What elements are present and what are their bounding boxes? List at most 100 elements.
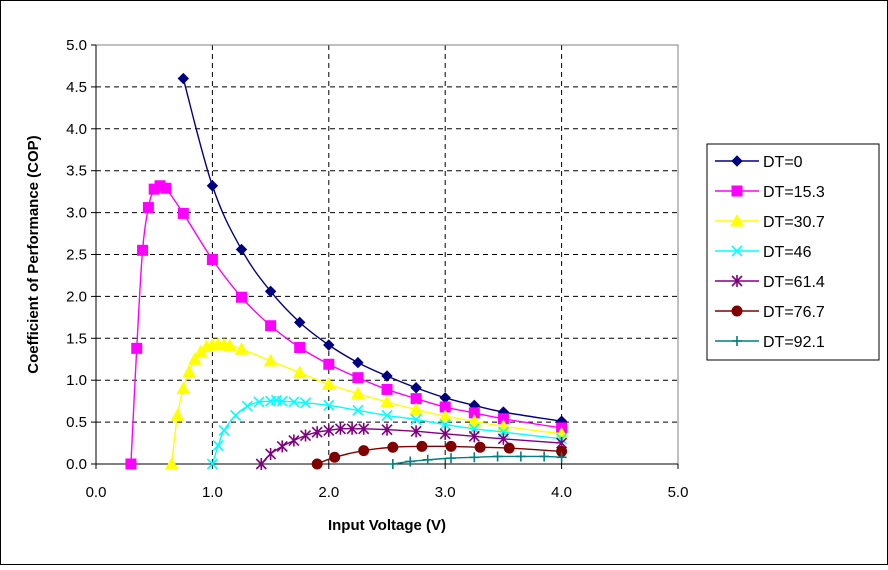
- legend-marker: [731, 305, 743, 317]
- data-point: [276, 440, 288, 453]
- legend-marker: [731, 245, 743, 257]
- data-point: [234, 342, 249, 355]
- data-point: [223, 338, 237, 352]
- data-point: [387, 441, 399, 453]
- data-point: [346, 422, 358, 435]
- data-point: [446, 453, 457, 464]
- x-axis-title: Input Voltage (V): [328, 517, 446, 534]
- data-point: [276, 395, 288, 407]
- series-4: [206, 394, 568, 470]
- data-point: [241, 400, 253, 412]
- data-point: [492, 451, 503, 462]
- y-tick-label: 2.5: [66, 247, 87, 264]
- legend-entry: DT=61.4: [715, 274, 825, 291]
- data-point: [263, 353, 278, 367]
- data-point: [358, 445, 370, 457]
- data-point: [131, 342, 143, 354]
- y-tick-label: 1.5: [66, 330, 87, 347]
- data-point: [380, 394, 394, 408]
- data-point: [410, 382, 422, 394]
- legend-marker: [731, 185, 743, 197]
- data-point: [405, 456, 416, 467]
- data-point: [381, 370, 393, 382]
- data-point: [358, 422, 370, 435]
- legend-label: DT=46: [763, 244, 812, 261]
- x-tick-label: 0.0: [86, 484, 107, 501]
- legend-label: DT=0: [763, 154, 803, 171]
- data-point: [329, 451, 341, 463]
- series-line: [260, 427, 562, 465]
- legend-marker: [731, 275, 743, 287]
- data-point: [294, 342, 306, 354]
- data-point: [235, 243, 248, 256]
- data-point: [160, 182, 172, 194]
- data-point: [381, 409, 393, 421]
- data-point: [125, 458, 137, 470]
- y-axis-title: Coefficient of Performance (COP): [25, 135, 42, 373]
- data-point: [381, 383, 393, 395]
- data-point: [182, 364, 196, 378]
- data-point: [321, 377, 336, 390]
- legend-label: DT=30.7: [763, 214, 825, 231]
- data-point: [142, 202, 154, 214]
- legend-label: DT=92.1: [763, 334, 825, 351]
- data-point: [503, 442, 515, 454]
- legend-entry: DT=92.1: [715, 334, 825, 351]
- y-tick-label: 1.0: [66, 372, 87, 389]
- legend-entry: DT=76.7: [715, 304, 825, 321]
- data-point: [469, 452, 480, 463]
- y-tick-label: 4.5: [66, 79, 87, 96]
- data-point: [352, 356, 364, 369]
- x-tick-label: 5.0: [668, 484, 689, 501]
- data-point: [439, 419, 451, 431]
- data-point: [467, 414, 482, 427]
- series-line: [130, 184, 562, 465]
- data-point: [264, 285, 277, 298]
- legend-marker: [731, 155, 743, 167]
- data-point: [292, 365, 307, 379]
- data-point: [299, 397, 312, 409]
- data-point: [253, 396, 265, 408]
- data-point: [188, 352, 202, 365]
- legend: DT=0 DT=15.3 DT=30.7 DT=46 DT=61.4 DT=76.7 DT=…: [715, 154, 825, 351]
- data-point: [323, 424, 335, 437]
- data-point: [311, 458, 323, 470]
- data-point: [497, 432, 509, 445]
- legend-marker: [730, 213, 744, 227]
- data-point: [323, 358, 335, 370]
- y-tick-label: 0.5: [66, 414, 87, 431]
- data-point: [352, 372, 364, 384]
- data-point: [288, 396, 300, 408]
- x-tick-label: 4.0: [551, 484, 572, 501]
- data-point: [422, 454, 433, 465]
- y-tick-label: 2.0: [66, 288, 87, 305]
- legend-marker: [732, 336, 742, 346]
- legend-entry: DT=15.3: [715, 184, 825, 201]
- data-point: [170, 408, 185, 421]
- data-point: [255, 458, 267, 470]
- data-point: [352, 404, 364, 416]
- data-point: [410, 414, 422, 426]
- y-tick-label: 4.0: [66, 121, 87, 138]
- legend-label: DT=76.7: [763, 304, 825, 321]
- legend-entry: DT=30.7: [715, 213, 825, 231]
- data-point: [265, 447, 277, 460]
- y-tick-label: 0.0: [66, 456, 87, 473]
- data-point: [474, 441, 486, 453]
- data-point: [176, 381, 191, 395]
- x-tick-label: 1.0: [202, 484, 223, 501]
- data-point: [137, 244, 149, 256]
- data-point: [409, 402, 423, 416]
- data-point: [206, 180, 219, 192]
- data-point: [556, 452, 567, 463]
- data-point: [212, 439, 224, 452]
- data-point: [288, 434, 300, 447]
- data-point: [177, 72, 190, 85]
- legend-label: DT=15.3: [763, 184, 825, 201]
- y-tick-label: 3.0: [66, 205, 87, 222]
- data-point: [334, 422, 347, 435]
- data-point: [265, 320, 277, 332]
- data-point: [311, 426, 323, 439]
- x-tick-label: 2.0: [318, 484, 339, 501]
